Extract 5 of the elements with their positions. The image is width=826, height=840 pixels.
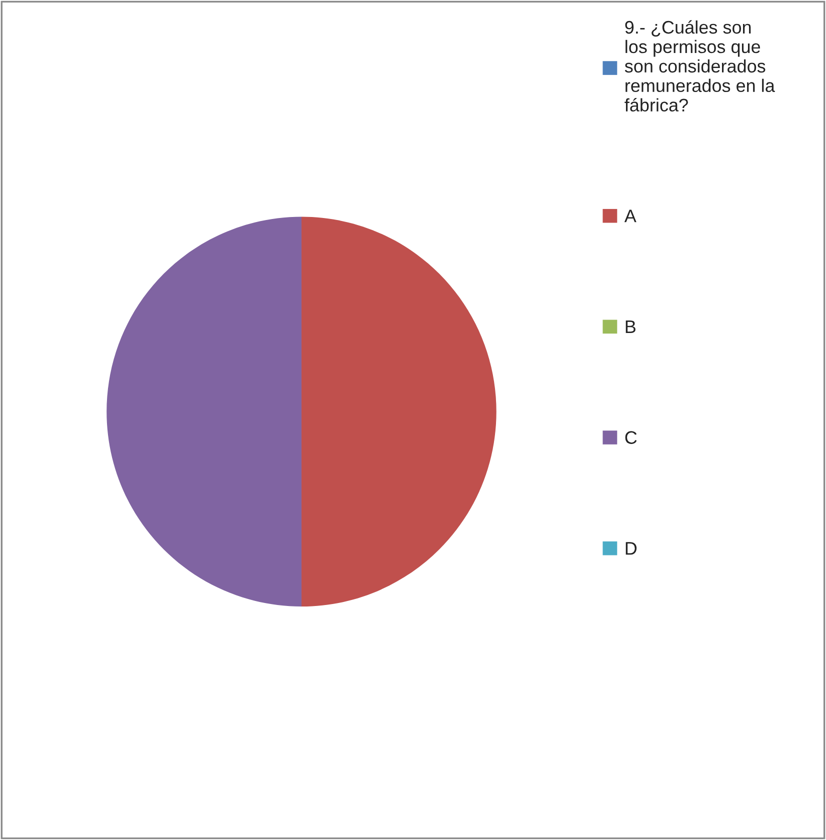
legend-label: C	[625, 431, 637, 444]
legend-label: 9.- ¿Cuáles son los permisos que son considerados remunerados en la fábrica?	[624, 20, 775, 112]
legend-label: D	[626, 542, 637, 555]
legend-label: B	[626, 320, 636, 333]
legend-label: A	[624, 210, 636, 222]
